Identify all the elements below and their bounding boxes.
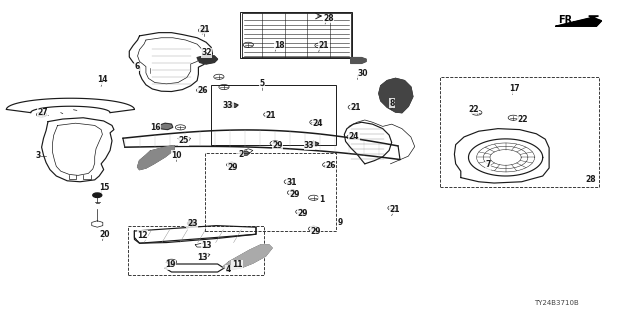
Text: 27: 27 [37, 108, 48, 117]
Text: 29: 29 [310, 227, 321, 236]
Text: 22: 22 [468, 105, 479, 114]
Bar [240, 12, 352, 58]
Text: 33: 33 [304, 141, 314, 150]
Text: 29: 29 [227, 163, 237, 172]
Text: 30: 30 [357, 69, 367, 78]
Text: 4: 4 [225, 265, 230, 274]
Text: 20: 20 [99, 230, 109, 239]
Text: 1: 1 [319, 196, 324, 204]
Text: 15: 15 [99, 183, 109, 192]
Polygon shape [351, 58, 366, 63]
Text: 10: 10 [172, 151, 182, 160]
Polygon shape [306, 141, 319, 146]
Bar [211, 85, 336, 145]
Text: 12: 12 [138, 231, 148, 240]
Text: 32: 32 [202, 48, 212, 57]
Text: 21: 21 [319, 41, 329, 50]
Text: 21: 21 [389, 205, 399, 214]
Text: 28: 28 [323, 14, 334, 23]
Text: 22: 22 [517, 115, 527, 124]
Text: 3: 3 [35, 151, 40, 160]
Text: 13: 13 [197, 253, 207, 262]
Circle shape [93, 193, 102, 197]
Text: 21: 21 [351, 103, 361, 112]
Text: 24: 24 [312, 119, 323, 128]
Text: 29: 29 [298, 209, 308, 218]
Polygon shape [159, 123, 173, 130]
Bar [440, 77, 599, 187]
Text: 8: 8 [389, 99, 394, 108]
Text: 26: 26 [325, 161, 335, 170]
Text: 24: 24 [349, 132, 359, 141]
Polygon shape [225, 103, 238, 107]
Text: 9: 9 [338, 218, 343, 227]
Text: 5: 5 [259, 79, 264, 88]
Polygon shape [223, 245, 272, 269]
Text: FR.: FR. [558, 15, 576, 25]
Text: 33: 33 [223, 101, 233, 110]
Polygon shape [379, 78, 413, 113]
Text: 7: 7 [485, 160, 490, 169]
Text: 6: 6 [134, 62, 140, 71]
Text: TY24B3710B: TY24B3710B [534, 300, 579, 306]
Text: 2: 2 [238, 150, 243, 159]
Polygon shape [240, 151, 250, 155]
Text: 29: 29 [272, 141, 282, 150]
Text: 26: 26 [197, 86, 207, 95]
Text: 21: 21 [266, 111, 276, 120]
Polygon shape [197, 55, 218, 64]
Text: 18: 18 [274, 41, 285, 50]
Text: 11: 11 [232, 260, 242, 269]
Text: 19: 19 [165, 260, 175, 269]
Text: 31: 31 [287, 178, 297, 187]
Text: 28: 28 [586, 175, 596, 184]
Text: 16: 16 [150, 124, 161, 132]
Text: 23: 23 [187, 219, 197, 228]
Polygon shape [556, 16, 602, 26]
Circle shape [188, 221, 196, 226]
Text: 14: 14 [97, 76, 108, 84]
Text: 29: 29 [289, 190, 300, 199]
Bar [128, 226, 264, 275]
Polygon shape [138, 146, 174, 170]
Bar [205, 153, 336, 231]
Text: 25: 25 [178, 136, 188, 145]
Text: 13: 13 [202, 241, 212, 250]
Text: 17: 17 [509, 84, 520, 93]
Text: 21: 21 [200, 25, 210, 34]
